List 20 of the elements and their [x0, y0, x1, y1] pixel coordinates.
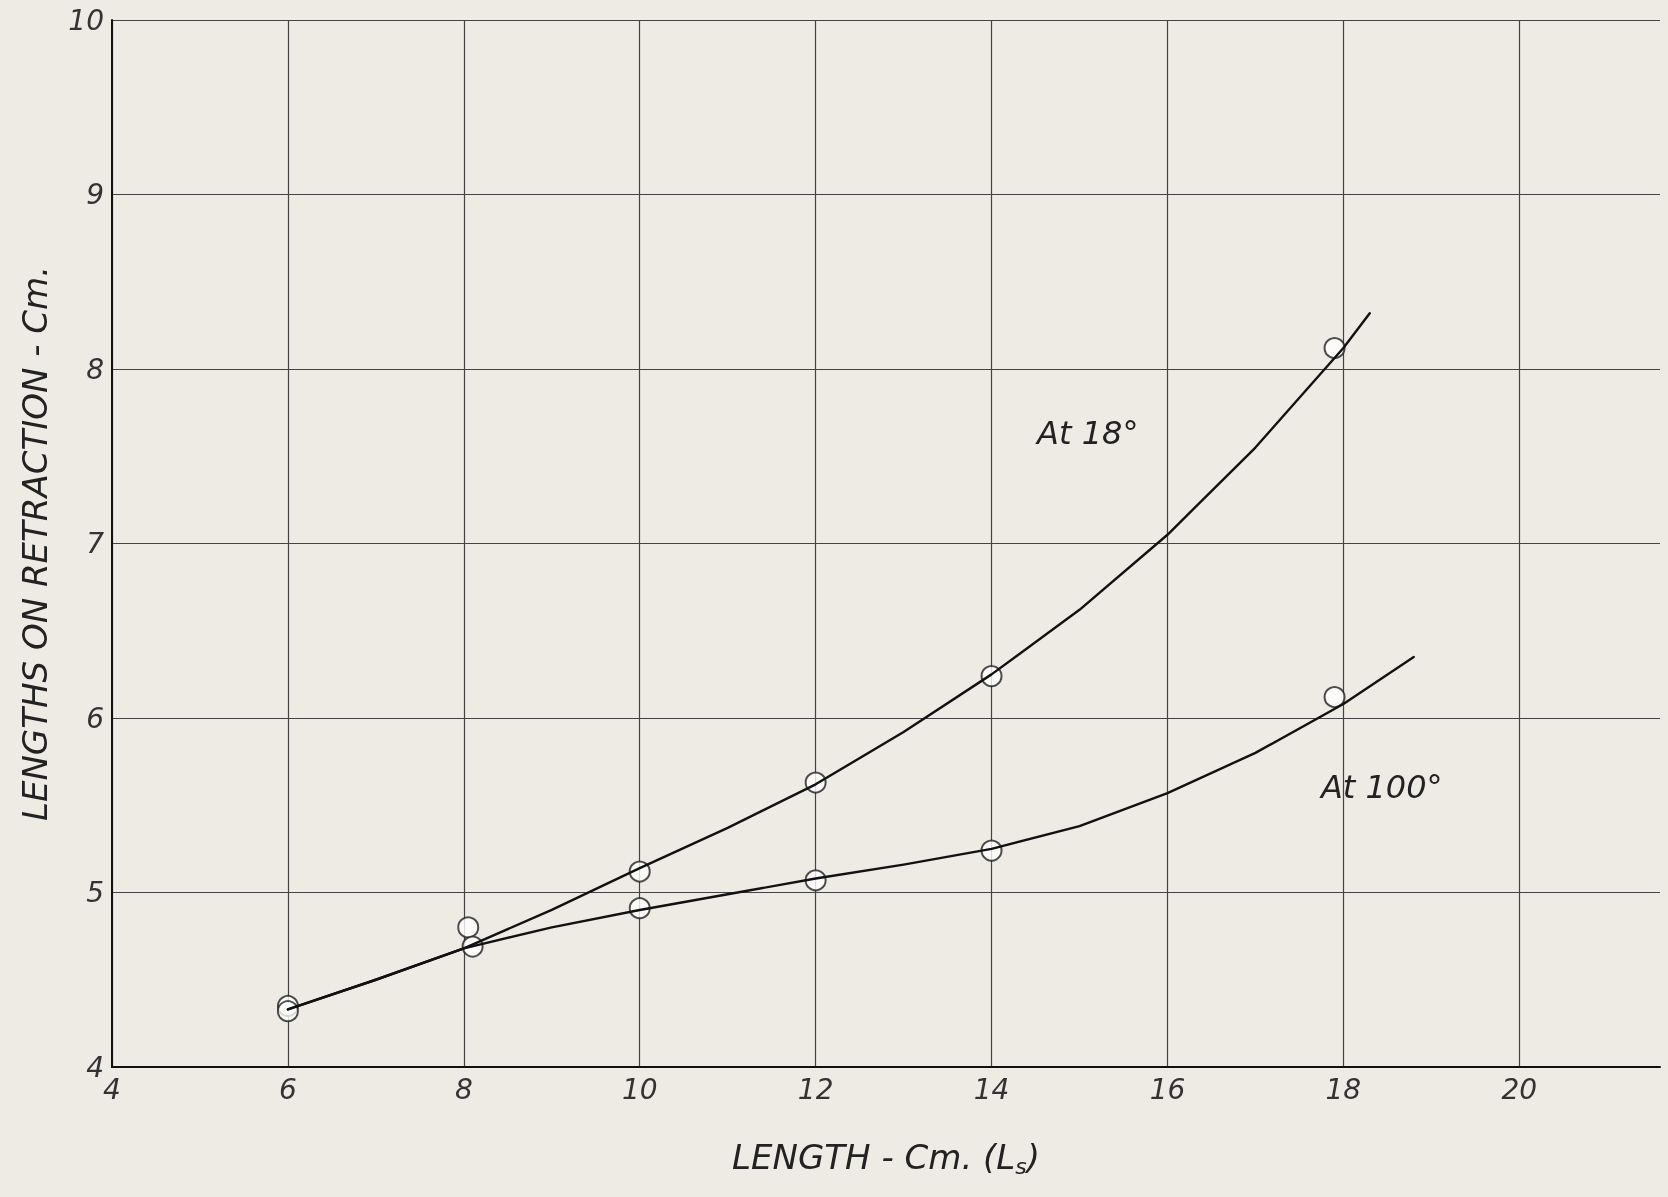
y-tick-label: 5	[86, 876, 104, 909]
x-tick-label: 14	[973, 1072, 1010, 1106]
point	[457, 916, 480, 939]
point	[1323, 686, 1346, 709]
point	[276, 1000, 299, 1023]
x-tick-label: 18	[1325, 1072, 1362, 1106]
y-tick-label: 7	[86, 527, 105, 560]
x-tick-label: 20	[1501, 1072, 1538, 1106]
x-tick-label: 10	[621, 1072, 658, 1106]
y-tick-label: 10	[68, 3, 104, 37]
x-tick-label: 16	[1149, 1072, 1186, 1106]
y-tick-label: 6	[86, 701, 104, 735]
x-tick-label: 8	[454, 1072, 473, 1106]
y-tick-label: 4	[86, 1050, 104, 1084]
y-tick-label: 9	[86, 178, 104, 211]
text: At 18°	[1035, 414, 1139, 453]
x-tick-label: 12	[797, 1072, 834, 1106]
y-tick-label: 8	[86, 352, 104, 386]
y-axis-title: LENGTHS ON RETRACTION - Cm.	[15, 266, 55, 821]
x-tick-label: 6	[279, 1072, 297, 1106]
